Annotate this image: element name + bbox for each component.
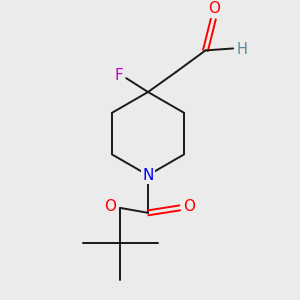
Text: O: O [104,200,116,214]
Text: N: N [142,168,154,183]
Text: F: F [115,68,124,83]
Text: O: O [208,1,220,16]
Text: O: O [184,200,196,214]
Text: H: H [237,42,248,57]
